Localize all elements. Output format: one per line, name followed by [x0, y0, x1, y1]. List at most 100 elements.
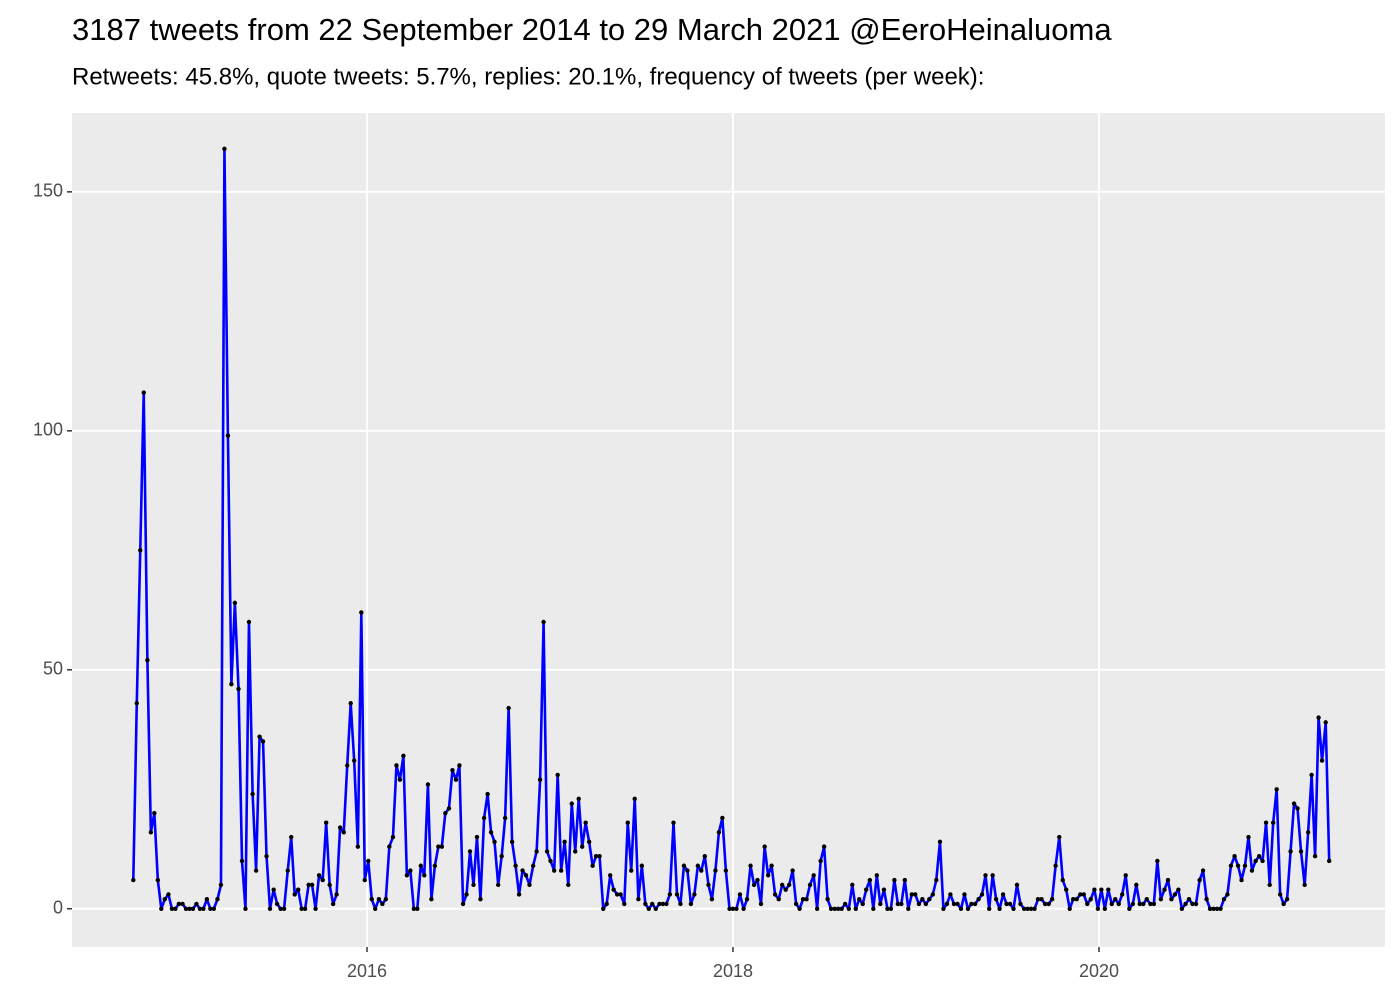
data-point [1179, 906, 1185, 911]
data-point [1007, 901, 1013, 907]
data-point [1064, 887, 1069, 892]
data-point [667, 892, 673, 897]
data-point [1162, 887, 1167, 892]
data-point [558, 868, 564, 873]
data-point [555, 772, 560, 778]
data-point [923, 901, 929, 907]
data-point [660, 901, 666, 907]
data-point [1141, 901, 1146, 907]
data-point [366, 858, 371, 864]
data-point [1256, 853, 1262, 859]
data-point [867, 877, 873, 883]
data-point [323, 820, 329, 825]
y-tick-label: 100 [33, 420, 63, 440]
data-point [292, 892, 297, 897]
data-point [821, 844, 827, 849]
data-point [1319, 758, 1325, 763]
data-point [839, 906, 844, 911]
data-point [1263, 820, 1269, 825]
data-point [422, 873, 427, 878]
data-point [934, 877, 939, 883]
data-point [913, 892, 918, 897]
data-point [657, 901, 662, 907]
data-point [551, 868, 557, 873]
data-point [502, 815, 508, 821]
data-point [566, 882, 571, 888]
data-point [611, 887, 616, 892]
data-point [187, 906, 192, 911]
data-point [864, 887, 869, 892]
data-point [1070, 897, 1076, 902]
data-point [1081, 892, 1086, 897]
data-point [629, 868, 634, 873]
data-point [208, 906, 213, 911]
data-point [573, 849, 578, 854]
data-point [632, 796, 637, 802]
data-point [1078, 892, 1083, 897]
data-point [1288, 849, 1293, 854]
data-point [646, 906, 652, 911]
data-point [334, 892, 339, 897]
data-point [920, 897, 925, 902]
data-point [523, 873, 529, 878]
data-point [1207, 906, 1213, 911]
data-point [1190, 901, 1195, 907]
data-point [1242, 863, 1248, 868]
data-point [842, 901, 848, 907]
data-point [993, 897, 999, 902]
data-point [471, 882, 476, 888]
data-point [257, 734, 262, 739]
data-point [1113, 897, 1118, 902]
data-point [937, 839, 943, 845]
data-point [685, 868, 690, 873]
data-point [881, 887, 887, 892]
data-point [832, 906, 837, 911]
data-point [464, 892, 469, 897]
data-point [499, 853, 504, 859]
data-point [930, 892, 936, 897]
data-point [706, 882, 711, 888]
data-point [166, 892, 171, 897]
data-point [618, 892, 623, 897]
data-point [506, 705, 511, 711]
data-point [1323, 720, 1328, 725]
data-point [948, 892, 953, 897]
data-point [232, 600, 238, 606]
data-point [986, 906, 992, 911]
data-point [723, 868, 729, 873]
data-point [316, 873, 322, 878]
data-point [345, 763, 350, 768]
data-point [927, 897, 932, 902]
data-point [639, 863, 645, 868]
data-point [836, 906, 841, 911]
data-point [744, 897, 750, 902]
plot-panel: 0 50 100 150 2016 2018 2020 [33, 113, 1385, 981]
data-point [906, 906, 911, 911]
data-point [1134, 882, 1139, 888]
data-point [239, 858, 245, 864]
data-point [1169, 897, 1174, 902]
data-point [302, 906, 308, 911]
data-point [576, 796, 581, 802]
data-point [965, 906, 971, 911]
data-point [387, 844, 392, 849]
data-point [520, 868, 525, 873]
data-point [983, 873, 988, 878]
data-point [1270, 820, 1276, 825]
data-point [1127, 906, 1132, 911]
data-point [1253, 858, 1258, 864]
data-point [446, 806, 452, 811]
data-point [1155, 858, 1160, 864]
data-point [1021, 906, 1027, 911]
data-point [376, 897, 382, 902]
data-point [197, 906, 203, 911]
data-point [190, 906, 196, 911]
data-point [892, 877, 897, 883]
data-point [408, 868, 413, 873]
data-point [180, 901, 185, 907]
data-point [741, 906, 746, 911]
data-point [1102, 906, 1108, 911]
data-point [990, 873, 995, 878]
y-tick-label: 50 [43, 659, 63, 679]
data-point [695, 863, 701, 868]
